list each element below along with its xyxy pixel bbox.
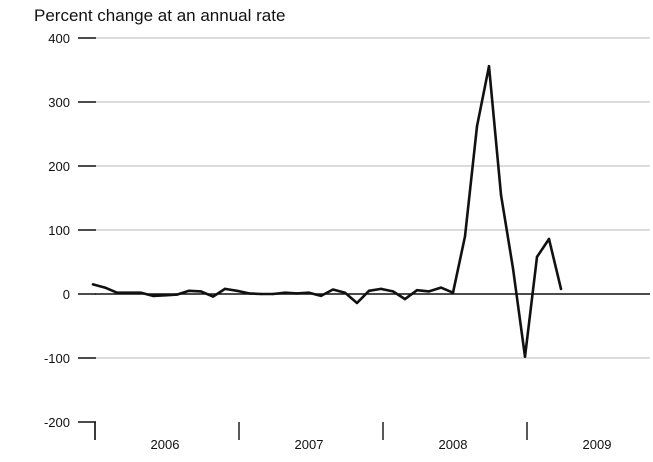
data-point-2006-07 xyxy=(163,294,167,297)
data-point-2006-06 xyxy=(151,294,155,298)
x-tick-label-2009: 2009 xyxy=(583,437,612,452)
data-point-2007-08 xyxy=(319,294,323,298)
x-tick-label-2008: 2008 xyxy=(439,437,468,452)
x-tick-label-2006: 2006 xyxy=(151,437,180,452)
data-point-2008-11 xyxy=(499,193,503,196)
data-point-2006-11 xyxy=(211,295,215,298)
data-point-2008-05 xyxy=(427,290,431,293)
series-line-0 xyxy=(91,64,563,359)
data-point-2008-01 xyxy=(379,287,383,291)
y-tick-label-100: 100 xyxy=(48,223,70,238)
y-tick-label--100: -100 xyxy=(44,351,70,366)
data-point-2007-09 xyxy=(331,288,335,291)
data-point-2008-04 xyxy=(415,288,419,292)
data-point-2008-06 xyxy=(439,286,443,289)
data-point-2009-03 xyxy=(547,237,551,241)
data-point-2007-06 xyxy=(295,292,299,295)
data-point-2008-09 xyxy=(475,125,479,128)
data-point-2009-01 xyxy=(523,355,527,358)
data-point-2007-10 xyxy=(343,291,347,294)
data-point-2008-12 xyxy=(511,267,515,270)
data-point-2008-10 xyxy=(487,64,491,68)
data-point-2008-02 xyxy=(391,290,395,293)
data-point-2009-02 xyxy=(535,255,539,259)
data-point-2006-12 xyxy=(223,287,227,291)
data-point-2006-05 xyxy=(139,291,143,294)
x-tick-label-2007: 2007 xyxy=(295,437,324,452)
data-point-2008-03 xyxy=(403,297,407,301)
data-point-2006-03 xyxy=(115,291,119,294)
data-point-2006-10 xyxy=(199,290,203,293)
data-point-2007-07 xyxy=(307,291,311,294)
data-point-2008-07 xyxy=(451,291,455,294)
y-tick-label-0: 0 xyxy=(63,287,70,302)
data-point-2007-11 xyxy=(355,301,359,305)
data-point-2007-01 xyxy=(235,289,239,292)
data-point-2006-02 xyxy=(103,286,107,289)
y-axis-title: Percent change at an annual rate xyxy=(34,6,286,25)
y-tick-label-200: 200 xyxy=(48,159,70,174)
data-point-2006-01 xyxy=(91,283,95,286)
data-point-2006-04 xyxy=(127,291,131,294)
data-point-2007-12 xyxy=(367,289,371,292)
y-tick-label-300: 300 xyxy=(48,95,70,110)
y-tick-label--200: -200 xyxy=(44,415,70,430)
data-point-2007-02 xyxy=(247,292,251,295)
data-point-2007-03 xyxy=(259,292,263,296)
data-point-2007-04 xyxy=(271,292,275,296)
data-point-2009-04 xyxy=(559,287,563,291)
data-point-2006-09 xyxy=(187,289,191,292)
y-tick-label-400: 400 xyxy=(48,31,70,46)
data-point-2008-08 xyxy=(463,235,467,238)
data-point-2006-08 xyxy=(175,293,179,296)
data-point-2007-05 xyxy=(283,291,287,294)
